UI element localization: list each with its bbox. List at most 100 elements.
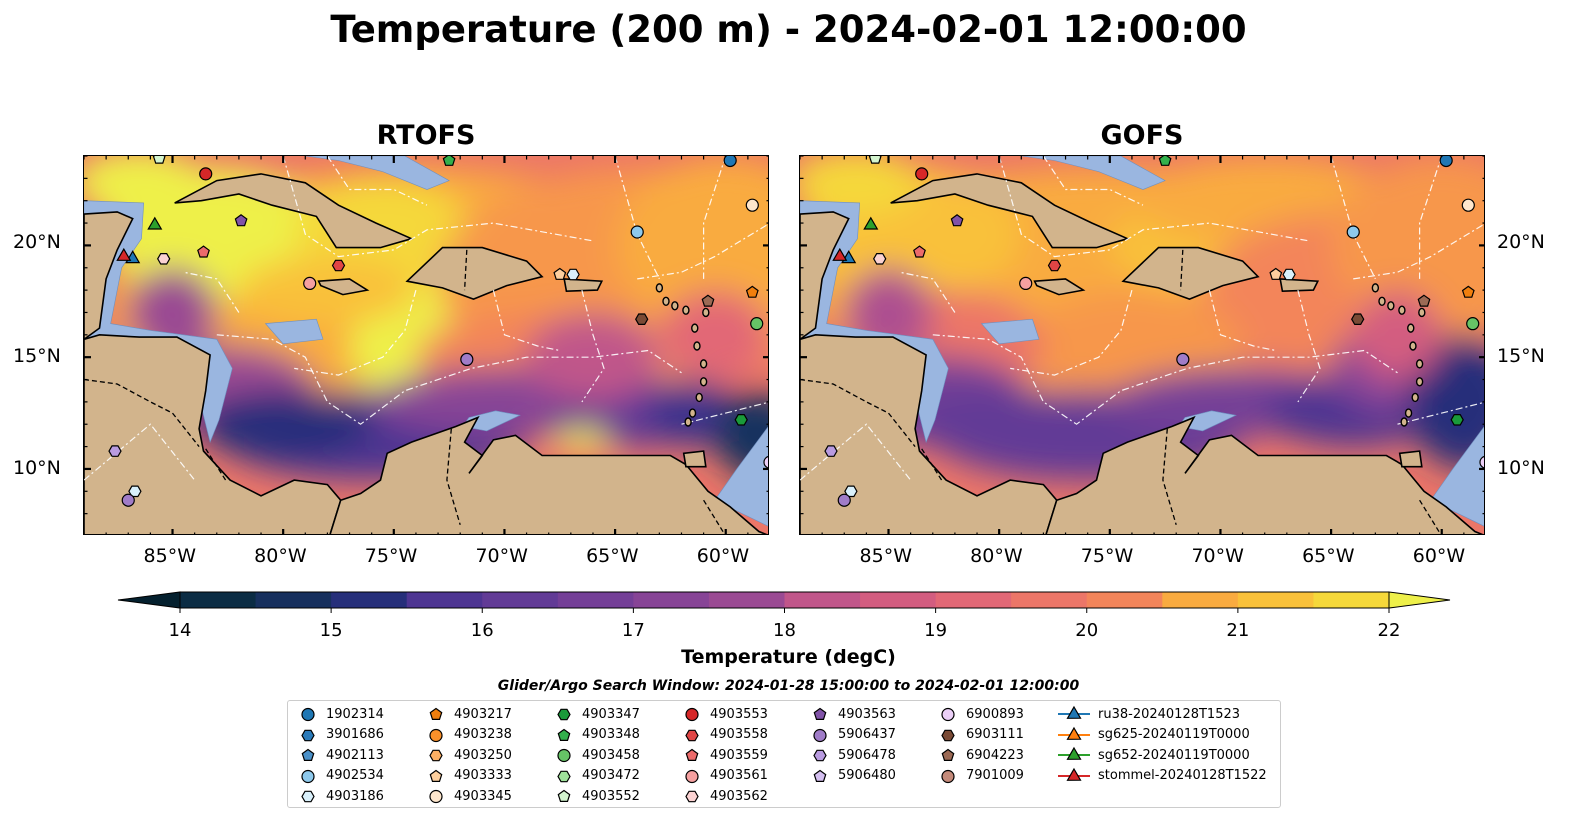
marker-4903553[interactable] — [915, 167, 929, 181]
legend: 1902314 3901686 4902113 4902534 4903186 49032… — [287, 700, 1281, 808]
marker-5906437[interactable] — [1176, 352, 1190, 367]
map-gofs[interactable] — [799, 155, 1485, 535]
eez-boundary — [84, 423, 196, 481]
legend-marker-3901686 — [301, 729, 315, 741]
marker-4903348[interactable] — [1158, 156, 1172, 166]
marker-stommel-20240128T1522[interactable] — [116, 247, 132, 261]
marker-4903217[interactable] — [1461, 285, 1475, 298]
island — [693, 341, 701, 351]
lon-tick-gofs-5: 60°W — [1412, 545, 1466, 567]
marker-4903186[interactable] — [566, 268, 580, 281]
land-southam — [329, 415, 768, 534]
marker-6904223[interactable] — [1417, 294, 1431, 307]
legend-item-4903347: 4903347 — [552, 704, 640, 724]
marker-4903333[interactable] — [553, 267, 567, 280]
marker-stommel-20240128T1522[interactable] — [832, 247, 848, 261]
island — [671, 301, 679, 311]
marker-6900893[interactable] — [1479, 455, 1485, 469]
land-puertorico — [563, 278, 604, 293]
shelf-region — [264, 318, 324, 345]
marker-4903186[interactable] — [1282, 268, 1296, 281]
marker-4903553[interactable] — [199, 167, 213, 181]
legend-label: 3901686 — [326, 727, 384, 743]
legend-label: 4903186 — [326, 788, 384, 804]
legend-marker-4903553 — [685, 707, 699, 722]
marker-4903347[interactable] — [734, 414, 748, 426]
legend-label: 6903111 — [966, 727, 1024, 743]
legend-marker-5906437 — [813, 728, 827, 742]
marker-sg652-20240119T0000[interactable] — [863, 216, 879, 230]
legend-marker-sg625-20240119T0000 — [1066, 726, 1082, 740]
legend-marker-4903472 — [557, 770, 571, 783]
eez-boundary — [1397, 401, 1484, 425]
eez-boundary — [1353, 223, 1484, 280]
marker-4903563[interactable] — [234, 214, 248, 227]
marker-4903552[interactable] — [152, 156, 166, 164]
marker-6900893[interactable] — [763, 455, 769, 469]
eez-boundary — [1010, 289, 1133, 376]
marker-4903458[interactable] — [750, 317, 764, 331]
marker-4903186b[interactable] — [844, 485, 858, 498]
marker-4903458[interactable] — [1466, 317, 1480, 331]
marker-4903345[interactable] — [1461, 198, 1475, 212]
marker-5906437[interactable] — [460, 352, 474, 367]
island — [1418, 307, 1426, 318]
marker-4903347[interactable] — [1450, 414, 1464, 426]
marker-5906480[interactable] — [121, 493, 135, 507]
lon-tick-gofs-4: 65°W — [1302, 545, 1355, 567]
marker-1902314[interactable] — [1439, 156, 1453, 168]
marker-4902534[interactable] — [630, 225, 644, 239]
legend-item-4903348: 4903348 — [552, 725, 640, 745]
marker-4903559[interactable] — [913, 245, 926, 258]
legend-label: 4903472 — [582, 768, 640, 784]
legend-label: 4903458 — [582, 747, 640, 763]
legend-label: 4903553 — [710, 706, 768, 722]
colorbar-tick-20: 20 — [1075, 620, 1099, 641]
marker-4902534[interactable] — [1346, 225, 1360, 239]
legend-label: 4903250 — [454, 747, 512, 763]
marker-4903563[interactable] — [950, 214, 964, 227]
marker-4903562[interactable] — [873, 252, 887, 265]
island — [691, 323, 699, 333]
marker-5906480[interactable] — [837, 493, 851, 507]
marker-4903217[interactable] — [745, 285, 759, 298]
marker-4903558[interactable] — [331, 259, 346, 272]
map-rtofs[interactable] — [83, 155, 769, 535]
marker-4903561[interactable] — [1019, 276, 1033, 291]
marker-5906478[interactable] — [824, 445, 838, 457]
marker-4903559[interactable] — [197, 245, 210, 258]
land-cuba — [174, 173, 414, 249]
marker-5906478[interactable] — [108, 445, 122, 457]
legend-marker-4903238 — [429, 728, 443, 742]
marker-4903348[interactable] — [442, 156, 456, 166]
marker-6903111[interactable] — [635, 313, 649, 325]
legend-item-4903561: 4903561 — [680, 766, 768, 786]
legend-marker-4903186 — [301, 791, 315, 803]
legend-marker-4903347 — [557, 708, 571, 721]
island — [688, 408, 697, 418]
land-hispaniola — [1121, 246, 1260, 300]
legend-item-4903250: 4903250 — [424, 745, 512, 765]
marker-6904223[interactable] — [701, 294, 715, 307]
legend-label: 4903217 — [454, 706, 512, 722]
eez-boundary — [492, 289, 560, 352]
marker-1902314[interactable] — [723, 156, 737, 168]
island — [1409, 341, 1417, 351]
legend-marker-4903458 — [557, 749, 571, 763]
marker-4903345[interactable] — [745, 198, 759, 212]
lon-tick-gofs-0: 85°W — [859, 545, 912, 567]
marker-sg652-20240119T0000[interactable] — [147, 216, 163, 230]
marker-6903111[interactable] — [1351, 313, 1365, 325]
lon-tick-rtofs-2: 75°W — [364, 545, 418, 567]
marker-4903333[interactable] — [1269, 267, 1283, 280]
island — [1378, 296, 1386, 306]
land-trinidad — [682, 450, 707, 468]
marker-4903186b[interactable] — [128, 485, 142, 498]
marker-4903552[interactable] — [868, 156, 882, 164]
marker-4903558[interactable] — [1047, 259, 1062, 272]
colorbar-tick-17: 17 — [621, 620, 645, 641]
legend-label: 7901009 — [966, 768, 1024, 784]
marker-4903561[interactable] — [303, 276, 317, 291]
marker-4903562[interactable] — [157, 252, 171, 265]
lon-tick-rtofs-4: 65°W — [586, 545, 639, 567]
